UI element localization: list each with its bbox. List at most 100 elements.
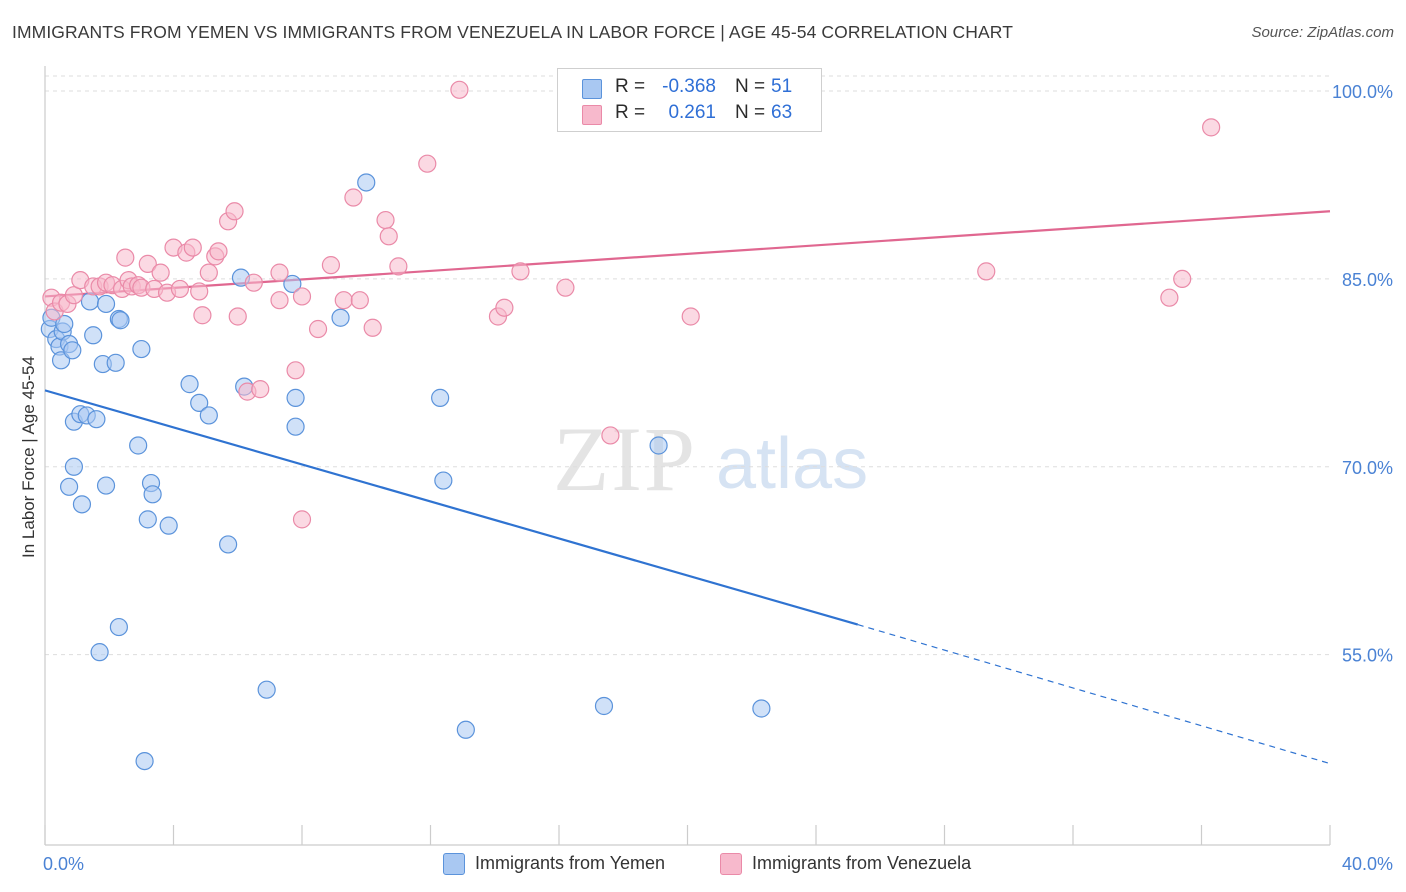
yemen-point <box>190 393 209 412</box>
legend-n-value: 51 <box>771 76 793 97</box>
venezuela-point <box>511 262 530 281</box>
data-points <box>40 80 1221 771</box>
venezuela-point <box>183 238 202 257</box>
bottom-legend-swatch-venezuela <box>720 853 742 875</box>
venezuela-point <box>321 256 341 275</box>
legend-r-value: 0.261 <box>668 102 716 123</box>
yemen-point <box>257 680 276 699</box>
legend-r-value: -0.368 <box>662 76 716 97</box>
yemen-point <box>159 516 178 535</box>
venezuela-point <box>251 380 270 399</box>
venezuela-point <box>292 510 312 529</box>
venezuela-point <box>977 262 996 281</box>
yemen-trend-extension <box>857 623 1331 765</box>
venezuela-point <box>170 279 190 299</box>
venezuela-point <box>1160 288 1179 307</box>
venezuela-point <box>308 319 328 339</box>
venezuela-point <box>601 426 620 445</box>
yemen-point <box>649 436 668 455</box>
yemen-trend-line <box>44 389 859 626</box>
yemen-point <box>143 485 162 504</box>
yemen-point <box>286 388 305 407</box>
venezuela-point <box>334 291 353 310</box>
venezuela-point <box>379 227 398 246</box>
watermark: ZIP atlas <box>553 408 868 510</box>
venezuela-point <box>389 257 408 276</box>
yemen-point <box>199 406 218 425</box>
venezuela-point <box>495 298 514 317</box>
legend-r-label: R = <box>615 102 646 123</box>
yemen-point <box>59 477 79 496</box>
yemen-point <box>80 292 100 311</box>
yemen-point <box>219 535 238 554</box>
venezuela-point <box>190 282 209 301</box>
legend-row-venezuela: R = 0.261 N = 63 <box>558 101 821 127</box>
legend-n-label: N = <box>735 102 766 123</box>
watermark-zip: ZIP <box>553 408 697 510</box>
venezuela-point <box>270 263 289 282</box>
yemen-point <box>431 388 450 407</box>
legend-n-label: N = <box>735 76 766 97</box>
yemen-point <box>331 308 350 327</box>
venezuela-point <box>270 291 289 310</box>
yemen-point <box>752 699 771 718</box>
venezuela-point <box>350 291 369 310</box>
venezuela-point <box>286 361 305 380</box>
venezuela-point <box>344 188 363 207</box>
yemen-point <box>283 274 302 294</box>
venezuela-point <box>64 286 84 305</box>
yemen-point <box>63 341 82 360</box>
legend-row-yemen: R = -0.368 N = 51 <box>558 75 821 101</box>
yemen-point <box>286 417 305 436</box>
venezuela-point <box>450 80 469 99</box>
chart-title: IMMIGRANTS FROM YEMEN VS IMMIGRANTS FROM… <box>12 22 1014 42</box>
y-tick-label: 100.0% <box>1332 82 1393 102</box>
source-label: Source: ZipAtlas.com <box>1251 24 1394 41</box>
tick-labels: 55.0% 70.0% 85.0% 100.0% 0.0% 40.0% <box>43 82 1393 874</box>
yemen-point <box>135 751 154 771</box>
venezuela-point <box>116 248 135 267</box>
y-axis-label: In Labor Force | Age 45-54 <box>19 356 38 558</box>
venezuela-point <box>151 263 170 282</box>
legend-swatch-yemen <box>582 79 602 99</box>
yemen-point <box>111 311 130 330</box>
venezuela-point <box>225 202 244 221</box>
venezuela-point <box>244 273 263 292</box>
bottom-legend-label-venezuela: Immigrants from Venezuela <box>752 853 972 873</box>
venezuela-point <box>1173 269 1192 289</box>
venezuela-point <box>209 242 228 261</box>
gridlines <box>45 75 1330 656</box>
yemen-point <box>456 720 475 739</box>
venezuela-point <box>681 307 700 326</box>
x-tick-label: 0.0% <box>43 854 84 874</box>
y-tick-label: 55.0% <box>1342 646 1393 666</box>
watermark-atlas: atlas <box>716 424 868 504</box>
yemen-point <box>357 173 376 192</box>
venezuela-point <box>193 306 212 325</box>
legend-swatch-venezuela <box>582 105 602 125</box>
y-tick-label: 70.0% <box>1342 458 1393 478</box>
bottom-legend-label-yemen: Immigrants from Yemen <box>475 853 666 873</box>
venezuela-point <box>199 263 218 282</box>
venezuela-point <box>138 254 157 273</box>
venezuela-point <box>418 154 437 173</box>
yemen-point <box>138 510 157 529</box>
yemen-point <box>87 410 106 429</box>
correlation-legend: R = -0.368 N = 51 R = 0.261 N = 63 <box>557 68 822 132</box>
venezuela-point <box>363 318 382 337</box>
venezuela-point <box>228 307 247 326</box>
yemen-point <box>180 375 199 394</box>
legend-r-label: R = <box>615 76 646 97</box>
yemen-point <box>129 436 148 455</box>
yemen-point <box>109 617 128 637</box>
venezuela-point <box>1202 118 1221 137</box>
yemen-point <box>64 457 84 476</box>
yemen-point <box>72 495 92 514</box>
yemen-point <box>594 696 614 716</box>
x-tick-label: 40.0% <box>1342 854 1393 874</box>
venezuela-point <box>376 210 395 230</box>
yemen-point <box>96 476 116 495</box>
yemen-point <box>84 326 103 345</box>
bottom-legend-swatch-yemen <box>443 853 465 875</box>
